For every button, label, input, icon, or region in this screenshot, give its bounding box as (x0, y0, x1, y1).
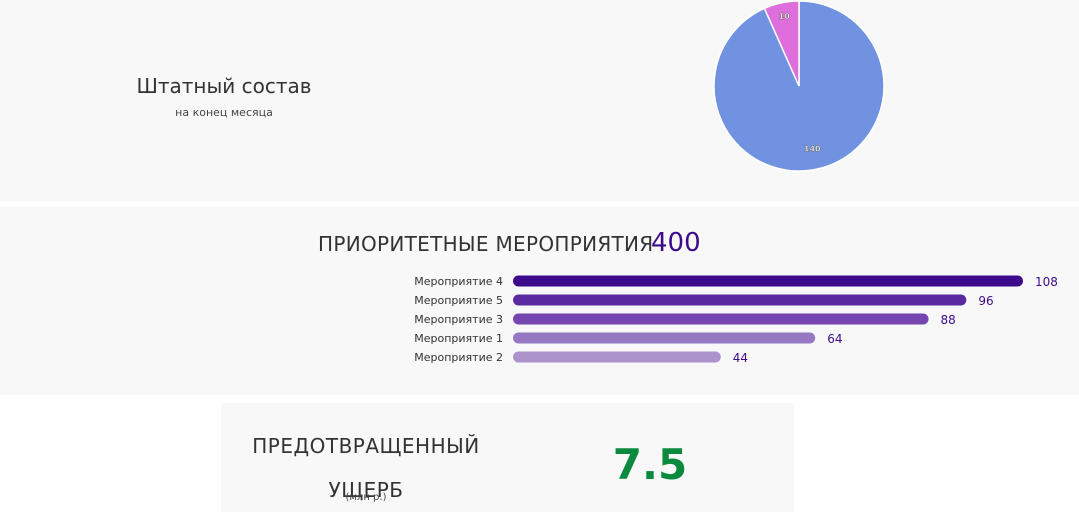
bar (513, 332, 816, 344)
bar-value-label: 108 (1035, 275, 1058, 289)
bar-category-label: Мероприятие 3 (414, 313, 503, 326)
staff-panel (0, 0, 1079, 201)
bar-category-label: Мероприятие 2 (414, 351, 503, 364)
bar-value-label: 96 (978, 294, 993, 308)
bar (513, 313, 929, 325)
priority-title: ПРИОРИТЕТНЫЕ МЕРОПРИЯТИЯ (318, 232, 654, 256)
pie-slice-2 (763, 0, 800, 87)
bar-category-label: Мероприятие 5 (414, 294, 503, 307)
damage-units: (млн р.) (345, 492, 387, 503)
damage-title: ПРЕДОТВРАЩЕННЫЙ УЩЕРБ (221, 424, 511, 512)
staff-pie-chart: 140 10 (713, 0, 885, 172)
bar-category-label: Мероприятие 1 (414, 332, 503, 345)
bar-value-label: 64 (827, 332, 842, 346)
damage-title-line2: УЩЕРБ (328, 478, 404, 502)
bar (513, 275, 1023, 287)
damage-value: 7.5 (612, 440, 688, 489)
bar (513, 351, 721, 363)
pie-slice-label-1: 140 (804, 144, 821, 153)
bar-value-label: 44 (733, 351, 748, 365)
priority-bar-chart: Мероприятие 4 108 Мероприятие 5 96 Мероприят… (414, 275, 1058, 365)
priority-total: 400 (651, 228, 701, 258)
pie-slice-label-2: 10 (779, 12, 791, 21)
staff-title: Штатный состав (136, 74, 312, 98)
bar (513, 294, 967, 306)
damage-panel (221, 403, 794, 512)
bar-value-label: 88 (941, 313, 956, 327)
staff-subtitle: на конец месяца (175, 106, 273, 119)
damage-title-line1: ПРЕДОТВРАЩЕННЫЙ (252, 434, 480, 458)
bar-category-label: Мероприятие 4 (414, 275, 503, 288)
